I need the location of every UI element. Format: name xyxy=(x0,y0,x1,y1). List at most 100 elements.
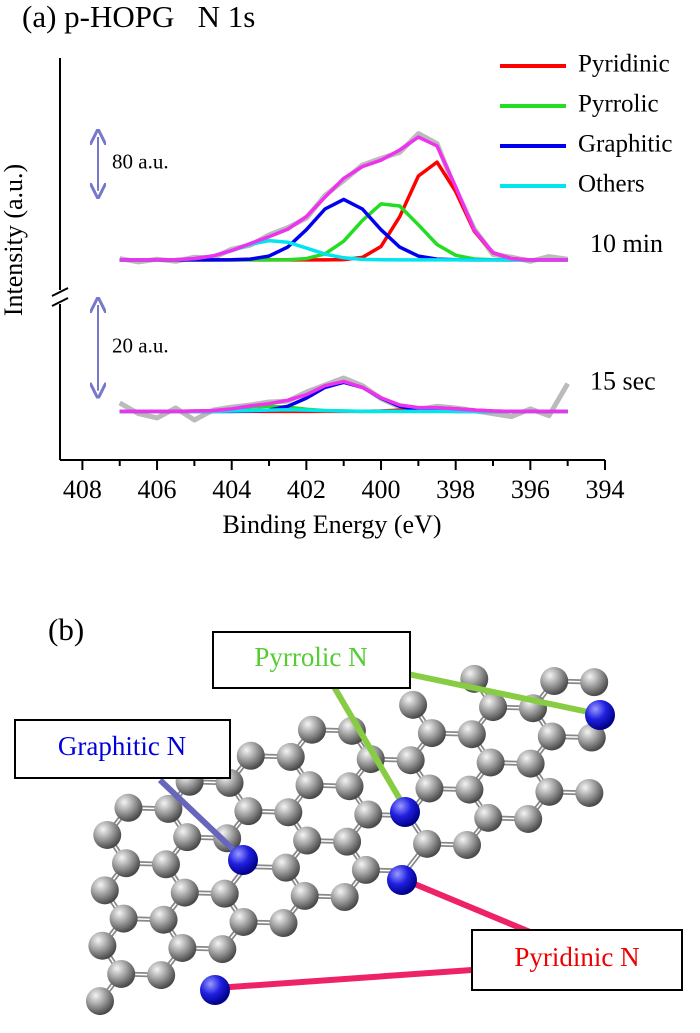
carbon-atom xyxy=(333,827,362,856)
carbon-atom xyxy=(149,905,178,934)
carbon-atom xyxy=(453,830,482,859)
carbon-atom xyxy=(90,876,119,905)
carbon-atom xyxy=(330,883,359,912)
fit-curve xyxy=(119,380,568,414)
carbon-atom xyxy=(577,723,606,752)
callout-text: Graphitic N xyxy=(58,731,186,761)
x-tick-label: 406 xyxy=(138,475,177,504)
x-tick-label: 396 xyxy=(511,475,550,504)
carbon-atom xyxy=(293,826,322,855)
carbon-atom xyxy=(112,849,141,878)
carbon-atom xyxy=(208,935,237,964)
carbon-atom xyxy=(535,777,564,806)
carbon-atom xyxy=(479,693,508,722)
callout-text: Pyridinic N xyxy=(514,942,639,972)
callout-line xyxy=(215,967,473,991)
nitrogen-atom xyxy=(387,865,417,895)
x-tick-label: 402 xyxy=(287,475,326,504)
carbon-atom xyxy=(415,774,444,803)
carbon-atom xyxy=(168,933,197,962)
carbon-atom xyxy=(399,690,428,719)
scale-bar-label: 80 a.u. xyxy=(112,150,169,174)
plot-area: 80 a.u. 10 min 20 a.u. 15 sec Pyridinic Pyrro… xyxy=(98,51,672,423)
carbon-atom xyxy=(514,804,543,833)
carbon-atom xyxy=(154,794,183,823)
carbon-atom xyxy=(213,824,242,853)
carbon-atom xyxy=(109,904,138,933)
scale-bar-label: 20 a.u. xyxy=(112,334,169,358)
fit-curve xyxy=(119,135,568,262)
nitrogen-atoms xyxy=(200,700,615,1005)
carbon-atom xyxy=(85,987,114,1016)
carbon-atom xyxy=(297,715,326,744)
carbon-atom xyxy=(210,879,239,908)
panel-b: (b) Pyrrolic N Graphitic N Pyridinic N xyxy=(14,612,683,1016)
carbon-atom xyxy=(354,800,383,829)
carbon-atom xyxy=(236,741,265,770)
callout-box xyxy=(471,929,683,991)
callout-line xyxy=(407,671,599,717)
x-tick-label: 398 xyxy=(436,475,475,504)
x-tick-label: 404 xyxy=(212,475,251,504)
carbon-atom xyxy=(173,823,202,852)
x-tick-label: 400 xyxy=(362,475,401,504)
carbon-atom xyxy=(269,909,298,938)
carbon-atom xyxy=(580,668,609,697)
x-axis-label: Binding Energy (eV) xyxy=(222,510,441,539)
callout-text: Pyrrolic N xyxy=(254,642,367,672)
carbon-atom xyxy=(88,931,117,960)
carbon-atom xyxy=(413,829,442,858)
callout-box xyxy=(14,719,231,779)
carbon-atom xyxy=(474,803,503,832)
carbon-atom xyxy=(276,742,305,771)
x-tick-label: 394 xyxy=(586,475,625,504)
carbon-atom xyxy=(417,719,446,748)
axis-break xyxy=(51,297,69,307)
legend-label: Graphitic xyxy=(578,131,672,158)
nitrogen-atom xyxy=(390,797,420,827)
carbon-atom xyxy=(295,771,324,800)
nitrogen-atom xyxy=(200,975,230,1005)
carbon-atom xyxy=(107,959,136,988)
fit-curve xyxy=(119,197,568,262)
carbon-atom xyxy=(229,907,258,936)
carbon-atom xyxy=(537,722,566,751)
callout-line xyxy=(327,678,408,810)
carbon-atom xyxy=(516,749,545,778)
chart-title: (a) p-HOPG N 1s xyxy=(22,0,255,34)
axis-break xyxy=(51,287,69,297)
carbon-atom xyxy=(274,798,303,827)
carbon-atom xyxy=(540,667,569,696)
fit-curve xyxy=(119,379,568,414)
carbon-atom xyxy=(575,778,604,807)
carbon-atom xyxy=(93,820,122,849)
carbon-atom xyxy=(476,748,505,777)
fit-curve xyxy=(119,202,568,262)
axes: 408 406 404 402 400 398 396 394 xyxy=(51,58,625,504)
carbon-atom xyxy=(290,881,319,910)
carbon-atom xyxy=(457,720,486,749)
carbon-atom xyxy=(351,855,380,884)
carbon-atom xyxy=(396,746,425,775)
spectrum-label: 10 min xyxy=(590,229,663,258)
legend-label: Pyridinic xyxy=(578,51,670,78)
carbon-atom xyxy=(114,793,143,822)
x-tick-label: 408 xyxy=(63,475,102,504)
legend-label: Pyrrolic xyxy=(578,91,659,118)
carbon-atom xyxy=(170,878,199,907)
carbon-atom xyxy=(271,853,300,882)
carbon-atom xyxy=(455,775,484,804)
y-axis-label: Intensity (a.u.) xyxy=(0,164,28,316)
callout-box xyxy=(212,631,411,689)
carbon-atom xyxy=(234,797,263,826)
legend: Pyridinic Pyrrolic Graphitic Others xyxy=(500,51,672,198)
nitrogen-atom xyxy=(585,700,615,730)
legend-label: Others xyxy=(578,171,645,198)
panel-label: (b) xyxy=(48,612,84,647)
spectrum-label: 15 sec xyxy=(590,366,656,395)
nitrogen-atom xyxy=(228,845,258,875)
carbon-atom xyxy=(151,850,180,879)
carbon-atom xyxy=(147,961,176,990)
molecule xyxy=(85,664,609,1016)
